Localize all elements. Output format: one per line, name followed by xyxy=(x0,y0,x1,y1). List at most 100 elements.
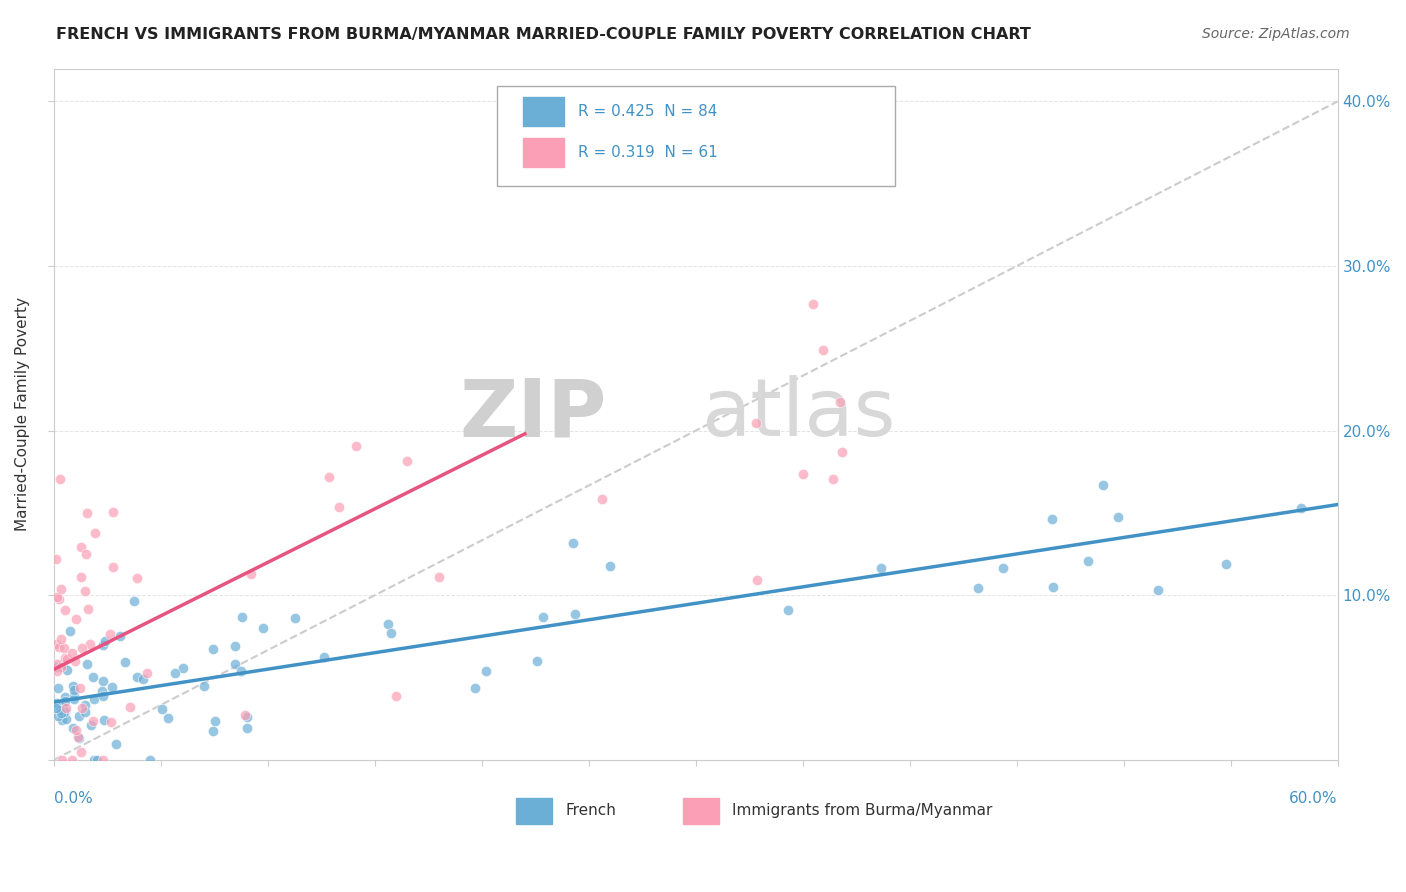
Point xyxy=(45,659,67,673)
Point xyxy=(427,570,450,584)
Bar xyxy=(523,97,564,126)
Point xyxy=(474,665,496,679)
Point xyxy=(53,651,76,665)
Point xyxy=(45,665,67,679)
Point xyxy=(131,672,153,686)
Point xyxy=(328,500,350,514)
Point xyxy=(91,684,114,698)
Text: FRENCH VS IMMIGRANTS FROM BURMA/MYANMAR MARRIED-COUPLE FAMILY POVERTY CORRELATIO: FRENCH VS IMMIGRANTS FROM BURMA/MYANMAR … xyxy=(56,27,1031,42)
Text: R = 0.425  N = 84: R = 0.425 N = 84 xyxy=(578,103,717,119)
Point xyxy=(236,710,259,724)
Point xyxy=(564,607,586,621)
Point xyxy=(53,603,76,617)
Point xyxy=(318,470,340,484)
Text: Immigrants from Burma/Myanmar: Immigrants from Burma/Myanmar xyxy=(733,803,993,818)
Point xyxy=(60,753,83,767)
Point xyxy=(73,583,96,598)
Bar xyxy=(523,138,564,168)
Point xyxy=(240,566,263,581)
Point xyxy=(53,640,76,655)
Point xyxy=(224,657,246,671)
Point xyxy=(76,657,98,671)
Point xyxy=(51,706,73,721)
Text: 0.0%: 0.0% xyxy=(55,790,93,805)
Bar xyxy=(516,797,553,824)
Point xyxy=(45,637,67,651)
Point xyxy=(70,640,93,655)
Point xyxy=(76,602,98,616)
Point xyxy=(599,558,621,573)
Point xyxy=(45,657,67,672)
Point xyxy=(224,639,246,653)
Point xyxy=(79,637,101,651)
Point xyxy=(1107,510,1129,524)
Point xyxy=(62,689,84,703)
Text: Source: ZipAtlas.com: Source: ZipAtlas.com xyxy=(1202,27,1350,41)
Point xyxy=(562,536,585,550)
Point xyxy=(51,753,73,767)
Point xyxy=(93,674,115,689)
Point xyxy=(51,582,73,596)
Point xyxy=(1077,554,1099,568)
Point xyxy=(312,649,335,664)
Point xyxy=(45,552,67,566)
Point xyxy=(125,670,148,684)
Point xyxy=(252,622,274,636)
Point xyxy=(163,665,186,680)
Point xyxy=(46,681,69,696)
Point xyxy=(60,647,83,661)
Point xyxy=(831,444,853,458)
Point xyxy=(52,696,75,710)
Point xyxy=(65,612,87,626)
Point xyxy=(83,691,105,706)
Point xyxy=(53,690,76,705)
Point xyxy=(94,633,117,648)
Point xyxy=(83,753,105,767)
Point xyxy=(231,609,253,624)
Point xyxy=(156,711,179,725)
Point xyxy=(86,753,108,767)
Point xyxy=(91,689,114,703)
Point xyxy=(101,559,124,574)
Point xyxy=(100,714,122,729)
Point xyxy=(136,666,159,681)
Point xyxy=(395,453,418,467)
Point xyxy=(93,713,115,727)
Point xyxy=(52,657,75,672)
Point xyxy=(73,698,96,713)
Point xyxy=(70,541,93,555)
Point xyxy=(380,626,402,640)
Point xyxy=(821,472,844,486)
Point xyxy=(62,691,84,706)
Point xyxy=(69,681,91,695)
Point xyxy=(344,439,367,453)
Text: French: French xyxy=(565,803,616,818)
Point xyxy=(122,593,145,607)
Point xyxy=(51,713,73,727)
Point xyxy=(91,639,114,653)
Point xyxy=(45,696,67,710)
Point xyxy=(114,655,136,669)
Point xyxy=(870,561,893,575)
Point xyxy=(204,714,226,728)
Point xyxy=(377,616,399,631)
Point xyxy=(75,547,97,561)
Point xyxy=(72,701,94,715)
Point xyxy=(80,718,103,732)
Point xyxy=(118,699,141,714)
Point xyxy=(1215,557,1237,571)
Point xyxy=(75,706,97,720)
Point xyxy=(84,526,107,541)
Point xyxy=(101,680,124,694)
Point xyxy=(49,659,72,673)
Text: R = 0.319  N = 61: R = 0.319 N = 61 xyxy=(578,145,717,161)
Text: ZIP: ZIP xyxy=(458,375,606,453)
Text: 60.0%: 60.0% xyxy=(1289,790,1337,805)
Point xyxy=(53,694,76,708)
Point xyxy=(464,681,486,695)
Point xyxy=(811,343,834,357)
Point xyxy=(828,395,851,409)
Point xyxy=(82,714,104,728)
Point xyxy=(101,505,124,519)
Point xyxy=(744,417,766,431)
